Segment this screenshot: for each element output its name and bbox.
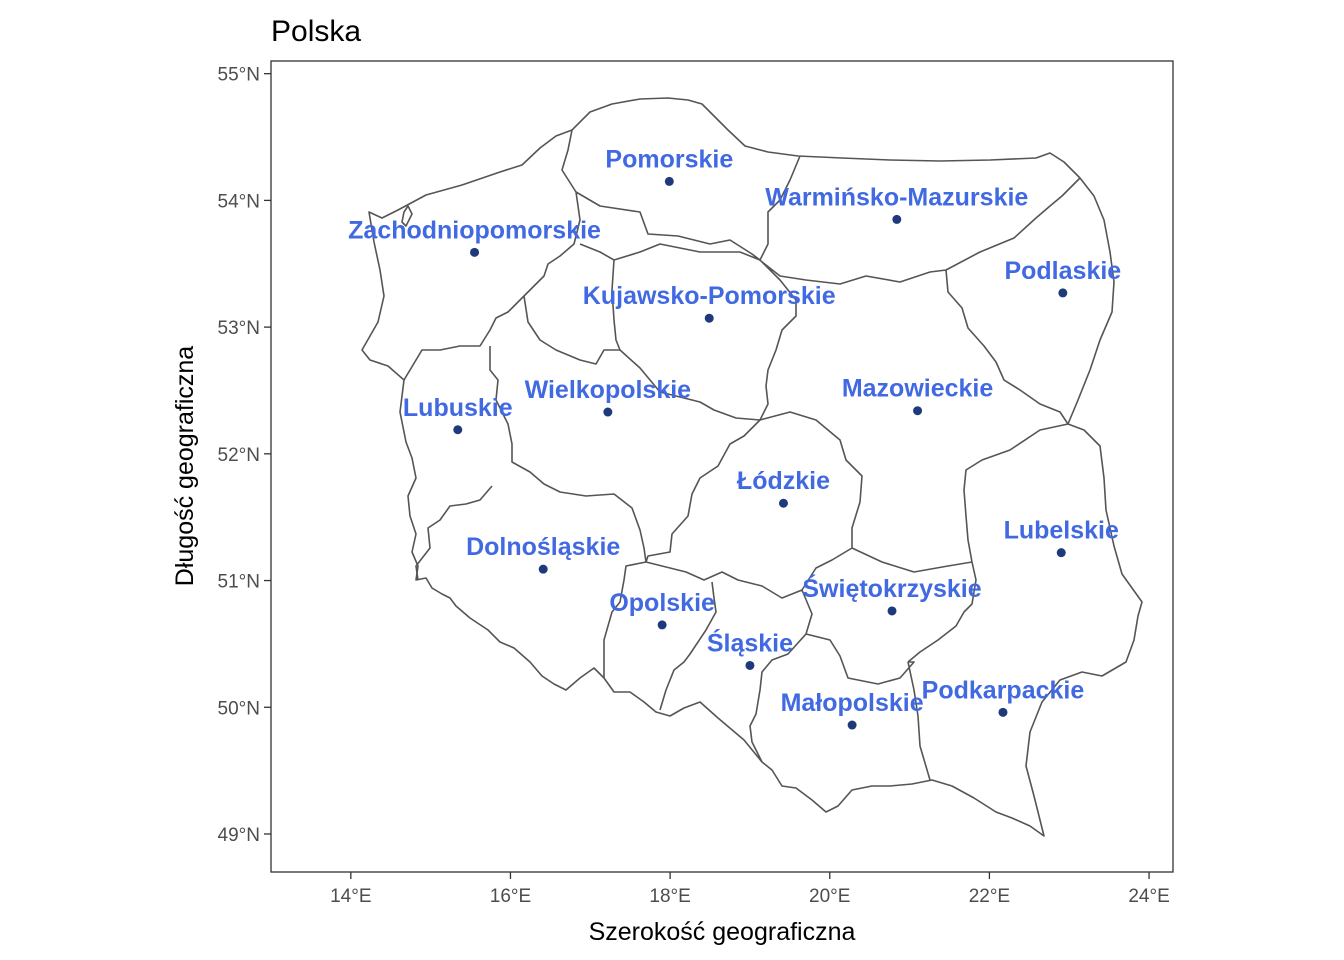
region-label: Wielkopolskie xyxy=(525,376,692,404)
map-title: Polska xyxy=(271,15,361,48)
region-label: Podlaskie xyxy=(1004,257,1121,285)
x-tick-label: 24°E xyxy=(1128,886,1169,907)
region-label: Świętokrzyskie xyxy=(802,573,981,603)
y-tick-label: 55°N xyxy=(218,65,260,86)
y-tick-label: 51°N xyxy=(218,572,260,593)
region-point xyxy=(887,606,897,616)
region-label: Lubelskie xyxy=(1004,517,1119,545)
region-point xyxy=(1056,548,1066,558)
y-axis: 49°N 50°N 51°N 52°N 53°N 54°N 55°N xyxy=(218,65,271,846)
x-tick-label: 18°E xyxy=(649,886,690,907)
country-outline xyxy=(361,97,1143,837)
voivodeship-borders xyxy=(361,97,1143,837)
region-label: Łódzkie xyxy=(737,467,830,495)
region-label: Lubuskie xyxy=(403,394,513,422)
y-axis-title: Długość geograficzna xyxy=(171,346,199,587)
x-tick-label: 20°E xyxy=(809,886,850,907)
region-label: Dolnośląskie xyxy=(466,533,620,561)
y-tick-label: 54°N xyxy=(218,191,260,212)
x-tick-label: 14°E xyxy=(330,886,371,907)
region-points xyxy=(453,176,1068,730)
region-point xyxy=(657,620,667,630)
region-label: Warmińsko-Mazurskie xyxy=(765,183,1028,211)
region-point xyxy=(1058,288,1068,298)
region-label: Śląskie xyxy=(707,627,793,657)
y-tick-label: 53°N xyxy=(218,318,260,339)
region-point xyxy=(913,406,923,416)
region-point xyxy=(778,498,788,508)
region-labels: Pomorskie Warmińsko-Mazurskie Zachodniopom… xyxy=(348,145,1121,717)
region-label: Podkarpackie xyxy=(922,676,1085,704)
region-point xyxy=(847,720,857,730)
x-axis: 14°E 16°E 18°E 20°E 22°E 24°E xyxy=(330,872,1170,907)
x-axis-title: Szerokość geograficzna xyxy=(589,918,856,946)
region-point xyxy=(664,176,674,186)
region-point xyxy=(453,425,463,435)
region-label: Małopolskie xyxy=(781,689,924,717)
region-point xyxy=(998,707,1008,717)
region-label: Pomorskie xyxy=(605,145,733,173)
region-label: Mazowieckie xyxy=(842,375,994,403)
x-tick-label: 16°E xyxy=(490,886,531,907)
y-tick-label: 49°N xyxy=(218,825,260,846)
x-tick-label: 22°E xyxy=(969,886,1010,907)
region-label: Opolskie xyxy=(609,589,715,617)
lagoon-detail xyxy=(401,205,413,227)
region-point xyxy=(892,214,902,224)
y-tick-label: 50°N xyxy=(218,698,260,719)
region-point xyxy=(704,313,714,323)
region-point xyxy=(470,247,480,257)
region-label: Kujawsko-Pomorskie xyxy=(583,282,836,310)
internal-borders xyxy=(403,129,1081,781)
region-point xyxy=(603,407,613,417)
region-point xyxy=(745,660,755,670)
region-label: Zachodniopomorskie xyxy=(348,216,601,244)
region-point xyxy=(538,564,548,574)
map-panel xyxy=(270,60,1174,873)
y-tick-label: 52°N xyxy=(218,445,260,466)
